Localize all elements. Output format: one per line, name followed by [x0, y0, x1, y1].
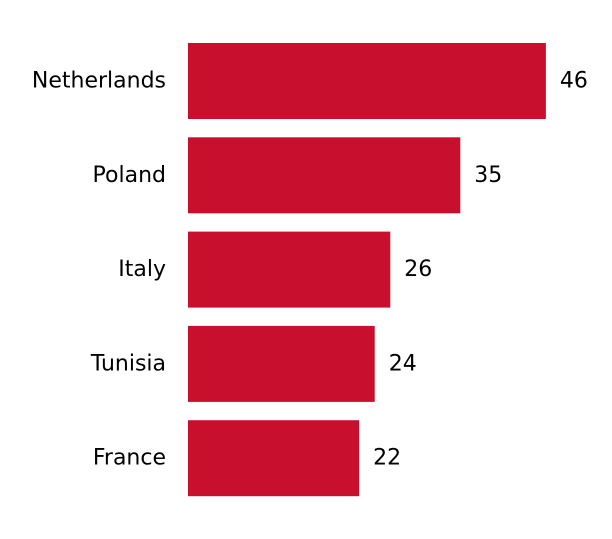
value-label-france: 22 [373, 446, 401, 471]
bar-poland [188, 137, 461, 214]
bars-layer [188, 43, 546, 497]
category-label-tunisia: Tunisia [90, 351, 166, 376]
category-label-france: France [93, 446, 166, 471]
bar-netherlands [188, 43, 546, 119]
category-labels: Netherlands Poland Italy Tunisia France [32, 69, 166, 471]
value-label-poland: 35 [474, 163, 502, 188]
category-label-italy: Italy [118, 257, 166, 282]
category-label-poland: Poland [93, 163, 166, 188]
value-label-tunisia: 24 [389, 351, 417, 376]
bar-tunisia [188, 325, 375, 402]
bar-italy [188, 231, 391, 308]
value-label-netherlands: 46 [560, 69, 588, 94]
value-label-italy: 26 [404, 257, 432, 282]
value-labels: 46 35 26 24 22 [373, 69, 588, 471]
bar-france [188, 420, 360, 497]
category-label-netherlands: Netherlands [32, 69, 166, 94]
